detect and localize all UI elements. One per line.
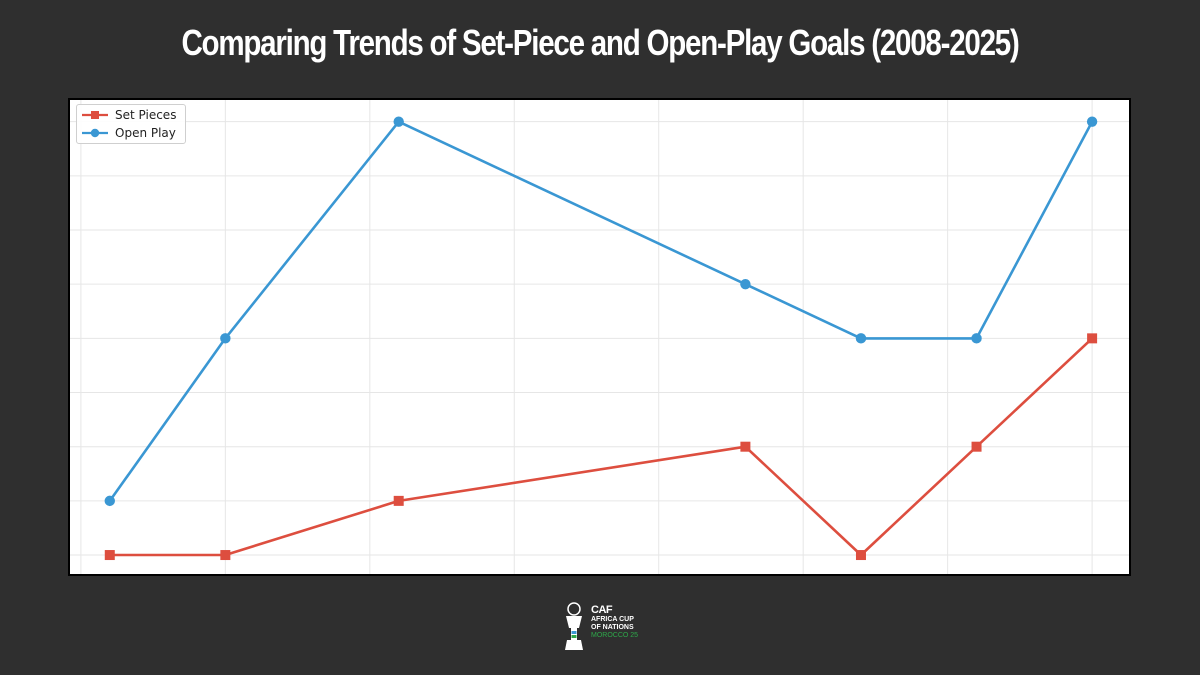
logo-text: CAF AFRICA CUP OF NATIONS MOROCCO 25 [591,604,638,640]
logo-line4: MOROCCO 25 [591,632,639,639]
legend-swatch-set-pieces [82,111,108,119]
legend-item-set-pieces: Set Pieces [81,107,176,123]
data-point-open-play-0 [104,495,115,507]
legend-item-open-play: Open Play [81,125,176,141]
data-point-open-play-1 [220,333,231,344]
data-point-open-play-4 [855,333,867,344]
data-point-set-pieces-1 [220,550,231,561]
logo-caf: CAF [591,604,613,616]
legend: Set Pieces Open Play [76,104,186,144]
legend-label-open-play: Open Play [115,126,176,140]
data-point-set-pieces-5 [971,441,982,452]
trophy-icon [565,602,583,650]
data-point-open-play-2 [393,116,404,127]
chart-title: Comparing Trends of Set-Piece and Open-P… [181,22,1019,63]
legend-label-set-pieces: Set Pieces [115,108,177,122]
data-point-open-play-3 [740,278,751,290]
legend-swatch-open-play [82,128,108,138]
data-point-open-play-6 [1086,116,1098,127]
data-point-set-pieces-6 [1087,333,1098,344]
logo-line2: AFRICA CUP [591,616,634,623]
afcon-logo: CAF AFRICA CUP OF NATIONS MOROCCO 25 [562,602,640,652]
line-chart [70,100,1129,574]
data-point-open-play-5 [971,333,982,344]
plot-area [68,98,1131,576]
data-point-set-pieces-3 [740,441,751,452]
logo-line3: OF NATIONS [591,624,634,631]
data-point-set-pieces-2 [393,495,404,506]
series-line-open-play [108,120,1094,502]
data-point-set-pieces-0 [104,550,115,561]
data-point-set-pieces-4 [855,550,866,561]
